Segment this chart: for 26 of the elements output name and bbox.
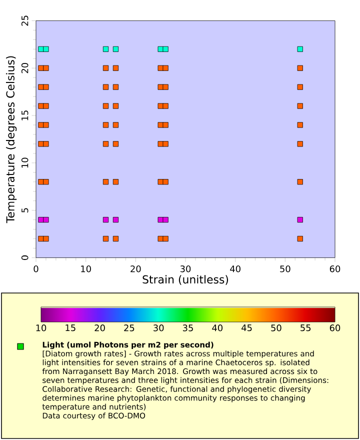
- x-tick-label: 60: [330, 265, 340, 272]
- y-tick-label: 0: [21, 255, 28, 260]
- x-tick-label: 40: [230, 265, 240, 272]
- color-bar-label: 30: [154, 324, 164, 332]
- x-tick-label: 20: [130, 265, 141, 272]
- color-bar-label: 25: [124, 324, 134, 332]
- y-tick-label: 5: [22, 208, 28, 212]
- y-tick-label: 10: [21, 158, 28, 168]
- y-axis-title: Temperature (degrees Celsius): [6, 56, 17, 224]
- color-bar-label: 10: [36, 324, 46, 332]
- color-bar-label: 50: [271, 324, 282, 332]
- y-tick-label: 20: [21, 62, 28, 74]
- x-tick-label: 30: [180, 265, 191, 272]
- x-tick-label: 50: [280, 265, 290, 272]
- color-bar-label: 45: [242, 324, 252, 332]
- color-bar-label: 60: [330, 324, 340, 332]
- color-bar-label: 40: [212, 324, 222, 332]
- y-tick-label: 25: [21, 16, 28, 26]
- x-tick-label: 10: [81, 265, 91, 272]
- x-tick-label: 0: [34, 265, 38, 272]
- color-bar-label: 55: [300, 324, 311, 332]
- color-bar-label: 15: [66, 324, 76, 332]
- color-bar-label: 20: [94, 324, 105, 332]
- y-tick-label: 15: [22, 110, 28, 120]
- x-axis-title: Strain (unitless): [142, 275, 228, 285]
- color-bar-label: 35: [182, 324, 193, 332]
